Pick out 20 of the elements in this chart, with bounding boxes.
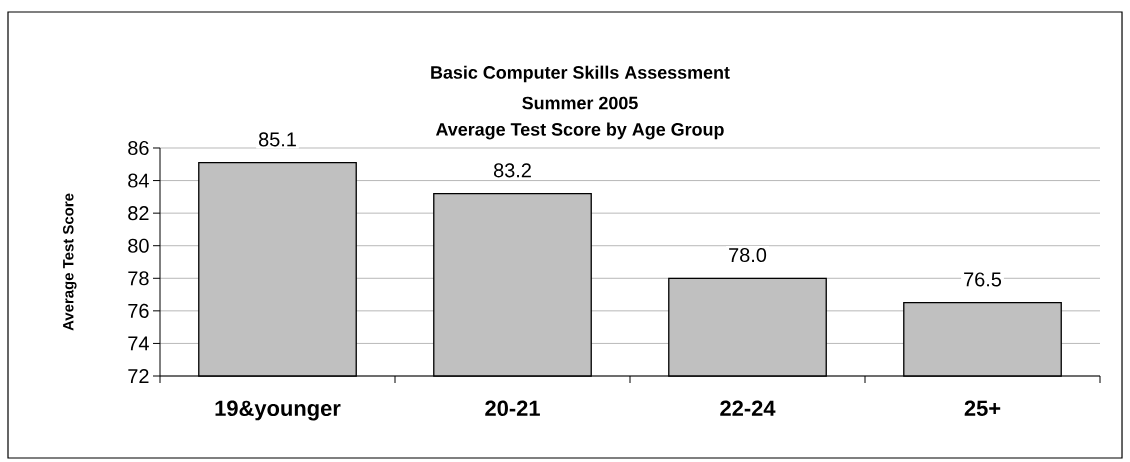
x-tick-label: 19&younger: [215, 400, 341, 421]
y-tick-label: 74: [128, 336, 149, 351]
data-label: 85.1: [258, 132, 296, 147]
y-tick-label: 84: [128, 173, 149, 188]
data-label: 78.0: [729, 247, 767, 263]
x-tick-label: 22-24: [720, 400, 776, 416]
y-tick-label: 72: [128, 369, 149, 383]
chart-subtitle: Summer 2005: [522, 96, 638, 110]
y-tick-label: 76: [128, 303, 149, 318]
data-label: 76.5: [964, 272, 1002, 287]
y-tick-label: 78: [128, 271, 149, 286]
y-tick-label: 82: [128, 206, 149, 221]
text: Average Test Score by Age Group: [435, 122, 724, 140]
y-axis-title: Average Test Score: [62, 193, 77, 331]
x-tick-label: 25+: [964, 400, 1001, 417]
chart-title: Basic Computer Skills Assessment: [431, 65, 730, 83]
y-tick-label: 80: [128, 238, 149, 253]
y-tick-label: 86: [128, 140, 149, 156]
data-label: 83.2: [493, 163, 531, 178]
x-tick-label: 20-21: [485, 400, 540, 417]
